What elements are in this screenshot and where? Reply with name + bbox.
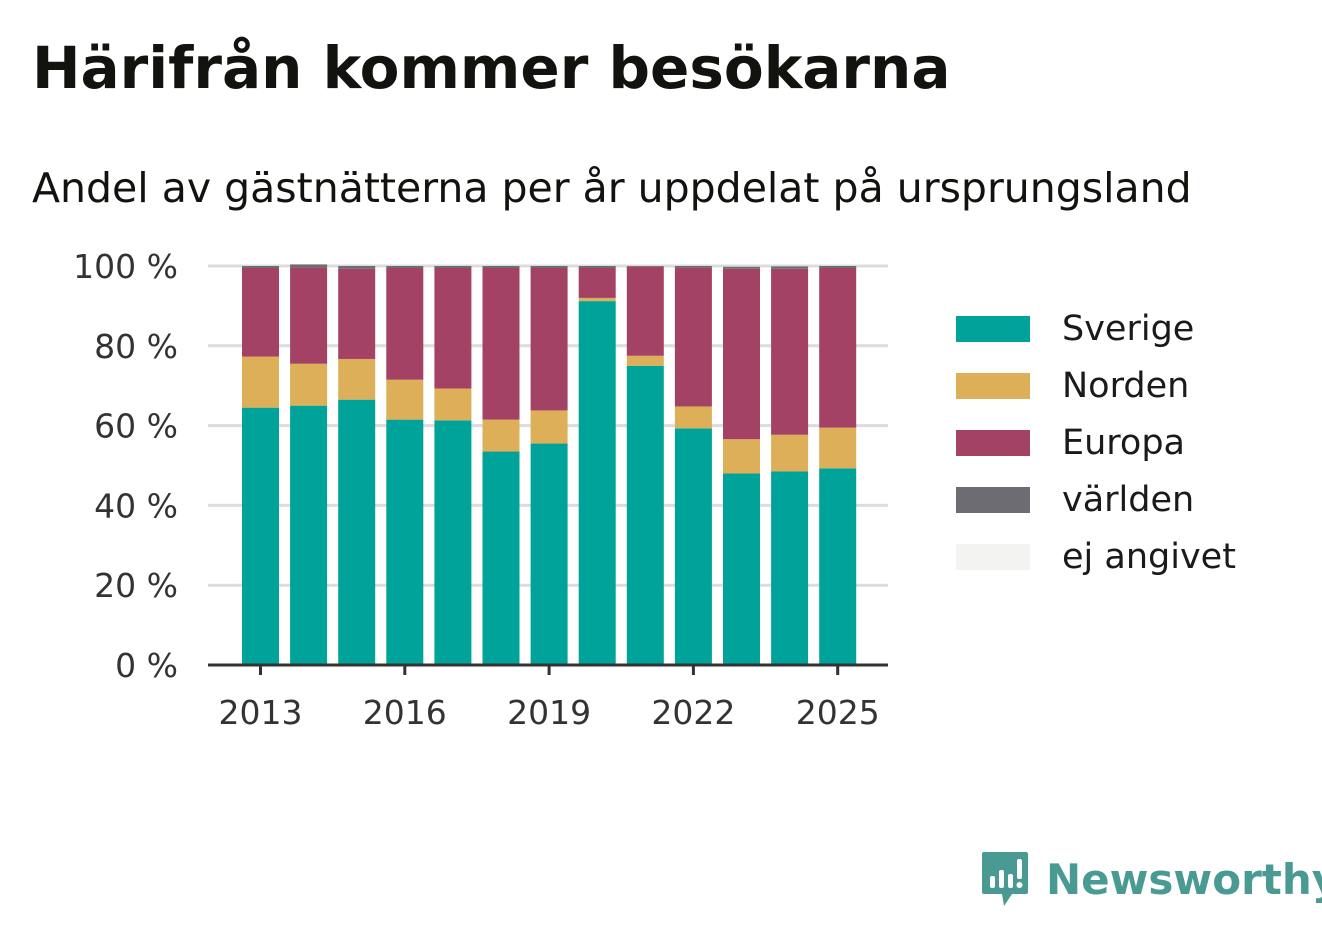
legend-label: Sverige — [1062, 308, 1195, 349]
x-tick-label: 2016 — [363, 693, 447, 732]
bar-segment — [242, 266, 279, 268]
bar-segment — [723, 473, 760, 665]
legend-item: världen — [956, 471, 1236, 528]
bar-segment — [338, 268, 376, 359]
bar-segment — [723, 266, 760, 269]
bar-segment — [482, 266, 520, 268]
bar-segment — [242, 356, 279, 408]
bar-segment — [530, 267, 568, 411]
legend-swatch — [956, 429, 1030, 456]
bar-segment — [819, 267, 857, 428]
bar-segment — [530, 443, 568, 665]
bar-segment — [530, 266, 568, 268]
y-tick-label: 20 % — [94, 566, 178, 605]
bar-segment — [482, 451, 520, 665]
bar-segment — [626, 355, 664, 366]
bar-segment — [674, 266, 712, 268]
bar-segment — [771, 266, 809, 269]
bar-segment — [290, 264, 328, 268]
newsworthy-brand: Newsworthy — [980, 850, 1322, 908]
chart-title: Härifrån kommer besökarna — [32, 34, 951, 102]
bar-segment — [290, 405, 328, 665]
stacked-bar-chart: 0 % 20 % 40 % 60 % 80 % 100 % 2013 2016 2019 2022… — [73, 247, 888, 732]
bar-segment — [578, 266, 616, 268]
bar-segment — [482, 419, 520, 452]
bar-segment — [338, 266, 376, 269]
bar-segment — [771, 268, 809, 435]
bar-segment — [434, 267, 472, 389]
legend-item: ej angivet — [956, 528, 1236, 585]
bar-segment — [530, 410, 568, 444]
bar-segment — [434, 388, 472, 421]
bar-segment — [626, 365, 664, 665]
bar-segment — [723, 439, 760, 474]
bar-segment — [386, 266, 424, 268]
legend-item: Sverige — [956, 300, 1236, 357]
bar-segment — [434, 420, 472, 665]
y-tick-label: 80 % — [94, 327, 178, 366]
bar-segment — [819, 266, 857, 268]
bar-segment — [819, 468, 857, 665]
bar-segment — [290, 363, 328, 406]
bar-segment — [674, 428, 712, 665]
legend-swatch — [956, 315, 1030, 342]
bar-segment — [242, 267, 279, 357]
bar-segment — [482, 267, 520, 420]
brand-name: Newsworthy — [1046, 854, 1322, 904]
bar-segment — [819, 427, 857, 469]
y-tick-label: 100 % — [73, 247, 178, 286]
bar-segment — [578, 267, 616, 298]
legend-label: Norden — [1062, 365, 1190, 406]
x-tick-label: 2025 — [796, 693, 880, 732]
legend-swatch — [956, 372, 1030, 399]
legend-item: Norden — [956, 357, 1236, 414]
chart-subtitle: Andel av gästnätterna per år uppdelat på… — [32, 164, 1192, 212]
newsworthy-logo-icon — [982, 852, 1028, 906]
y-tick-label: 60 % — [94, 407, 178, 446]
y-tick-label: 0 % — [115, 646, 178, 685]
bar-segment — [626, 266, 664, 356]
y-tick-label: 40 % — [94, 486, 178, 525]
bar-segment — [771, 434, 809, 472]
bar-segment — [674, 267, 712, 407]
bar-segment — [386, 379, 424, 420]
legend-swatch — [956, 543, 1030, 570]
bar-segment — [338, 358, 376, 400]
bar-segment — [434, 266, 472, 268]
bar-segment — [338, 399, 376, 665]
legend-label: Europa — [1062, 422, 1185, 463]
bar-segment — [242, 407, 279, 665]
bar-segment — [578, 301, 616, 665]
legend-label: ej angivet — [1062, 536, 1236, 577]
bar-segment — [674, 406, 712, 429]
legend-item: Europa — [956, 414, 1236, 471]
bar-segment — [290, 267, 328, 364]
bar-segment — [723, 268, 760, 440]
legend-swatch — [956, 486, 1030, 513]
x-tick-label: 2022 — [651, 693, 735, 732]
chart-legend: Sverige Norden Europa världen ej angivet — [956, 300, 1236, 585]
bar-segment — [386, 419, 424, 665]
bar-segment — [578, 297, 616, 302]
bar-segment — [626, 266, 664, 267]
bar-segment — [771, 471, 809, 665]
bar-segment — [386, 267, 424, 380]
x-tick-label: 2019 — [507, 693, 591, 732]
legend-label: världen — [1062, 479, 1195, 520]
x-tick-label: 2013 — [219, 693, 303, 732]
